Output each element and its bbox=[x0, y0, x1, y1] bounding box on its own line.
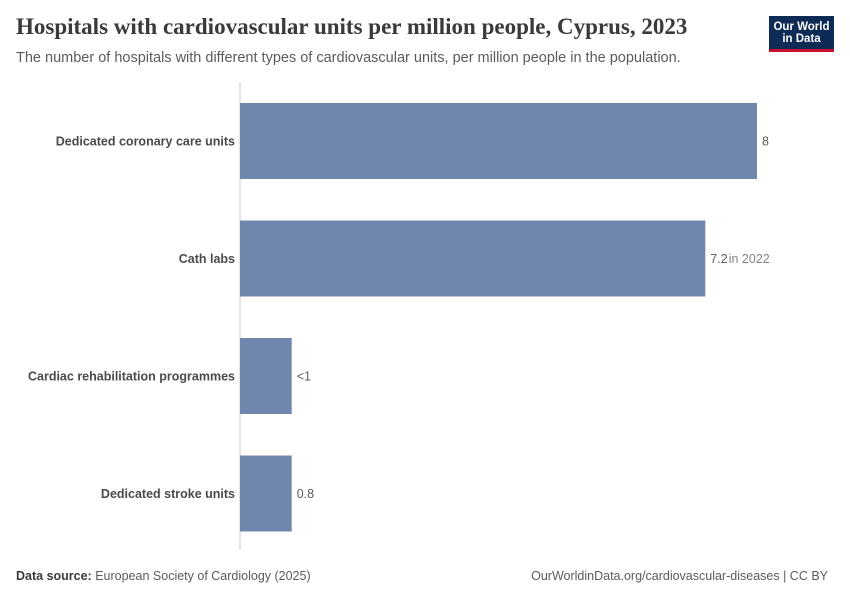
bar-dedicated-coronary-care-units[interactable] bbox=[240, 103, 757, 179]
chart-title: Hospitals with cardiovascular units per … bbox=[16, 14, 688, 39]
value-label-cath-labs: 7.2 bbox=[710, 252, 727, 266]
category-label-cath-labs: Cath labs bbox=[179, 252, 235, 266]
logo-line-2: in Data bbox=[782, 33, 821, 45]
value-label-dedicated-coronary-care-units: 8 bbox=[762, 135, 769, 149]
category-label-dedicated-stroke-units: Dedicated stroke units bbox=[101, 487, 235, 501]
data-source-value[interactable]: European Society of Cardiology (2025) bbox=[95, 569, 311, 583]
category-label-cardiac-rehabilitation-programmes: Cardiac rehabilitation programmes bbox=[28, 370, 235, 384]
logo-line-1: Our World bbox=[773, 21, 830, 33]
bar-cath-labs[interactable] bbox=[240, 220, 706, 297]
value-label-dedicated-stroke-units: 0.8 bbox=[297, 487, 314, 501]
owid-logo[interactable]: Our World in Data bbox=[769, 16, 834, 52]
value-note-cath-labs: in 2022 bbox=[729, 252, 770, 266]
chart-subtitle: The number of hospitals with different t… bbox=[16, 50, 681, 66]
data-source: Data source: European Society of Cardiol… bbox=[16, 569, 311, 583]
data-source-label: Data source: bbox=[16, 569, 92, 583]
source-link[interactable]: OurWorldinData.org/cardiovascular-diseas… bbox=[531, 569, 828, 583]
category-label-dedicated-coronary-care-units: Dedicated coronary care units bbox=[56, 135, 235, 149]
bar-dedicated-stroke-units[interactable] bbox=[240, 455, 292, 532]
value-label-cardiac-rehabilitation-programmes: <1 bbox=[297, 370, 311, 384]
bar-cardiac-rehabilitation-programmes[interactable] bbox=[240, 338, 292, 414]
